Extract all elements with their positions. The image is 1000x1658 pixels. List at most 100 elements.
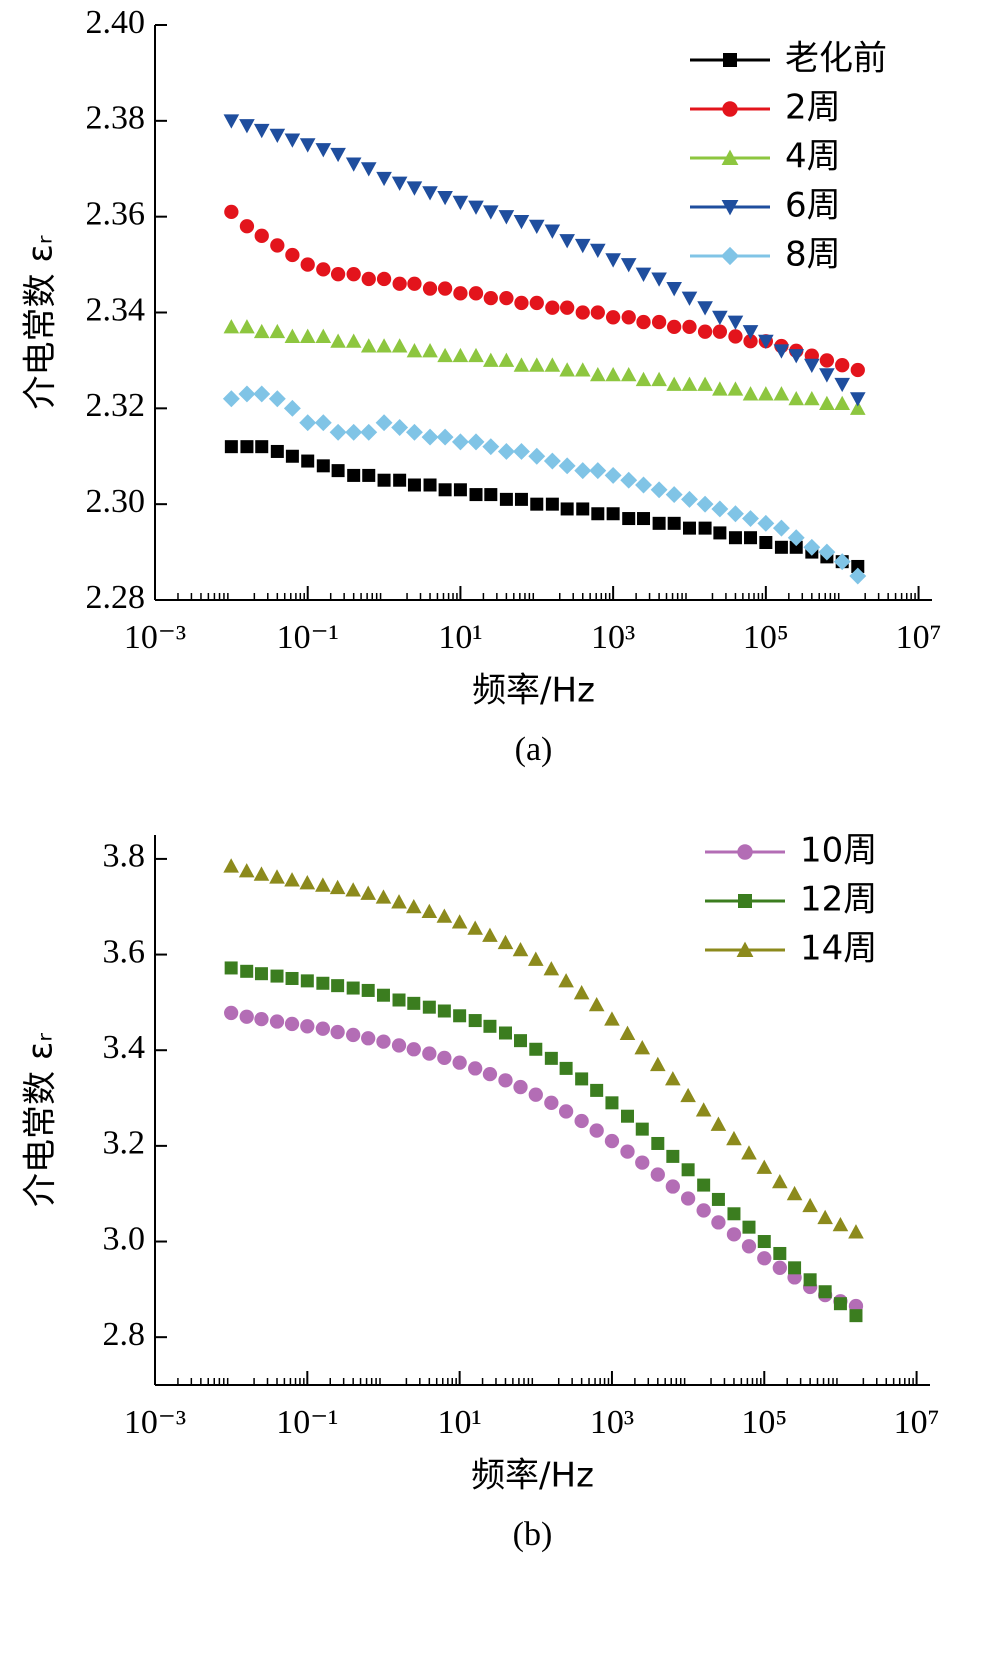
marker <box>591 507 605 521</box>
marker <box>744 531 758 545</box>
marker <box>240 440 254 454</box>
marker <box>680 1087 696 1103</box>
marker <box>436 428 454 446</box>
marker <box>331 979 345 993</box>
marker <box>376 171 392 187</box>
marker <box>407 478 421 492</box>
marker <box>543 452 561 470</box>
marker <box>849 400 866 415</box>
marker <box>573 985 590 1000</box>
x-axis-label: 频率/Hz <box>472 671 595 711</box>
marker <box>239 319 255 334</box>
marker <box>224 440 238 454</box>
marker <box>451 433 469 451</box>
marker <box>832 1216 849 1232</box>
y-tick-label: 3.4 <box>103 1029 146 1066</box>
x-tick-label: 10⁷ <box>896 619 942 656</box>
marker <box>422 281 438 296</box>
marker <box>711 1215 726 1230</box>
marker <box>788 1261 802 1275</box>
marker <box>848 1224 864 1239</box>
marker <box>697 376 713 391</box>
marker <box>513 214 530 230</box>
marker <box>315 143 332 158</box>
marker <box>451 914 468 929</box>
marker <box>253 866 270 881</box>
marker <box>621 310 636 325</box>
marker <box>299 328 316 343</box>
marker <box>787 529 805 547</box>
marker <box>772 519 790 537</box>
marker <box>637 512 651 526</box>
caption: (a) <box>515 731 553 768</box>
marker <box>528 219 545 235</box>
marker <box>758 334 774 350</box>
y-axis-label: 介电常数 εᵣ <box>21 235 61 409</box>
marker <box>437 191 453 206</box>
y-axis-label: 介电常数 εᵣ <box>21 1033 61 1207</box>
marker <box>851 559 865 573</box>
marker <box>315 1021 331 1036</box>
marker <box>270 969 284 983</box>
marker <box>773 386 790 401</box>
marker <box>407 996 421 1010</box>
marker <box>375 414 393 432</box>
marker <box>682 521 696 535</box>
marker <box>437 1050 452 1066</box>
marker <box>667 319 682 335</box>
x-tick-label: 10⁷ <box>894 1404 940 1441</box>
marker <box>620 258 637 273</box>
marker <box>514 1034 528 1048</box>
marker <box>437 347 453 363</box>
marker <box>254 1011 269 1027</box>
marker <box>544 1095 559 1110</box>
marker <box>423 478 437 492</box>
marker <box>698 521 712 535</box>
marker <box>834 377 850 393</box>
y-tick-label: 2.30 <box>86 483 146 520</box>
y-tick-label: 2.38 <box>86 100 146 137</box>
marker <box>576 502 590 516</box>
marker <box>269 128 286 144</box>
marker <box>346 981 360 995</box>
marker <box>346 1027 361 1043</box>
marker <box>528 357 545 372</box>
marker <box>620 1144 635 1159</box>
marker <box>695 1102 712 1117</box>
y-tick-label: 2.8 <box>103 1316 146 1353</box>
marker <box>239 1009 254 1024</box>
marker <box>438 483 452 497</box>
marker <box>712 310 728 326</box>
marker <box>773 344 790 359</box>
marker <box>269 323 286 339</box>
marker <box>574 362 591 377</box>
legend-label: 2周 <box>785 88 841 128</box>
marker <box>804 390 820 406</box>
marker <box>467 433 485 451</box>
marker <box>728 531 742 545</box>
marker <box>222 390 240 408</box>
marker <box>727 505 744 523</box>
marker <box>269 869 285 884</box>
marker <box>713 526 727 540</box>
marker <box>513 1079 528 1095</box>
marker <box>346 267 361 282</box>
marker <box>696 495 714 513</box>
marker <box>300 257 315 272</box>
marker <box>285 449 299 463</box>
marker <box>727 315 744 330</box>
legend-marker <box>738 894 752 908</box>
marker <box>376 988 390 1002</box>
legend-label: 6周 <box>785 186 841 226</box>
marker <box>697 1178 711 1192</box>
marker <box>590 1083 604 1097</box>
marker <box>269 1014 285 1029</box>
caption: (b) <box>513 1516 553 1553</box>
marker <box>743 334 758 349</box>
marker <box>728 329 743 344</box>
marker <box>452 347 469 363</box>
marker <box>741 1145 757 1160</box>
marker <box>405 898 422 914</box>
marker <box>652 516 666 530</box>
